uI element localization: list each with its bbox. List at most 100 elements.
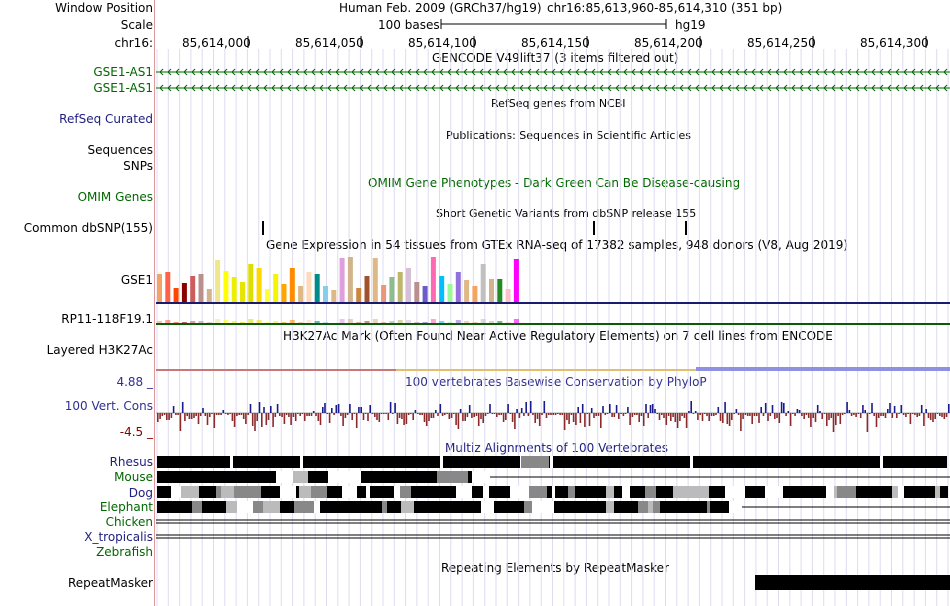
multiz-species-label[interactable]: Mouse [114,470,153,484]
phylop-bar [735,409,738,413]
gtex-bar-small [397,320,403,324]
dbsnp-track-label[interactable]: Common dbSNP(155) [23,221,153,235]
phylop-bar [473,413,475,417]
multiz-mouse-block [396,471,408,483]
multiz-elephant-block [628,501,634,513]
phylop-bar [724,402,726,413]
phylop-bar [785,413,787,416]
phylop-bar [703,413,706,414]
gtex-track-title: Gene Expression in 54 tissues from GTEx … [266,238,849,252]
strand-arrow [655,68,660,76]
phylop-bar [166,413,168,420]
phylop-track-label[interactable]: 100 Vert. Cons [64,399,153,413]
phylop-bar [918,413,921,416]
gencode-item-label[interactable]: GSE1-AS1 [93,81,153,95]
phylop-bar [204,413,207,416]
multiz-species-label[interactable]: Rhesus [109,455,153,469]
gtex-bar [505,289,511,302]
phylop-bar [807,413,810,418]
multiz-species-label[interactable]: X_tropicalis [84,530,153,544]
phylop-bar [240,413,243,415]
strand-arrow [823,68,828,76]
phylop-bar [247,413,249,415]
gtex-bar [281,284,287,302]
gtex-bar [198,274,204,302]
strand-arrow [567,84,572,92]
strand-arrow [855,68,860,76]
multiz-species-label[interactable]: Elephant [99,500,153,514]
strand-arrow [511,84,516,92]
multiz-gap [300,456,303,468]
multiz-mouse-block [361,471,368,483]
strand-arrow [463,84,468,92]
multiz-species-label[interactable]: Dog [128,486,153,500]
multiz-dog-block [317,486,327,498]
multiz-dog-block [916,486,928,498]
gencode-item-label[interactable]: GSE1-AS1 [93,65,153,79]
phylop-bar [464,413,466,421]
multiz-species-label[interactable]: Zebrafish [96,545,153,559]
omim-track-label[interactable]: OMIM Genes [77,190,153,204]
phylop-bar [744,413,747,415]
phylop-bar [581,404,584,413]
strand-arrow [167,84,172,92]
phylop-bar [884,413,887,418]
gtex-gene-label[interactable]: GSE1 [120,273,153,287]
strand-arrow [415,84,420,92]
phylop-bar [256,413,258,421]
strand-arrow [615,84,620,92]
multiz-dog-block [814,486,826,498]
gtex-bar-small [480,319,486,324]
gtex-bar [422,286,428,302]
strand-arrow [847,68,852,76]
phylop-bar [342,413,344,426]
phylop-bar [263,407,265,413]
multiz-mouse-block [235,471,237,483]
strand-arrow [759,68,764,76]
phylop-bar [181,402,184,413]
phylop-bar [764,403,767,413]
phylop-bar [778,413,781,423]
phylop-bar [701,413,704,421]
phylop-bar [414,410,417,413]
phylop-bar [554,413,557,415]
phylop-bar [224,413,227,414]
strand-arrow [183,84,188,92]
phylop-bar [502,413,505,422]
strand-arrow [727,68,732,76]
strand-arrow [887,68,892,76]
phylop-bar [410,413,412,414]
multiz-species-label[interactable]: Chicken [105,515,153,529]
multiz-dog-block [506,486,510,498]
h3k27ac-track-label[interactable]: Layered H3K27Ac [46,343,153,357]
gtex-gene-label[interactable]: RP11-118F19.1 [61,312,153,326]
multiz-mouse-block [167,471,172,483]
phylop-bar [446,413,448,414]
multiz-elephant-block [524,501,532,513]
refseq-track-label[interactable]: RefSeq Curated [59,112,153,126]
phylop-bar [645,404,647,413]
strand-arrow [831,68,836,76]
strand-arrow [391,84,396,92]
strand-arrow [367,68,372,76]
repeatmasker-track-label[interactable]: RepeatMasker [67,576,153,590]
phylop-bar [407,413,410,415]
publications-label-snps[interactable]: SNPs [123,159,153,173]
assembly-text: Human Feb. 2009 (GRCh37/hg19) [339,1,542,15]
strand-arrow [783,84,788,92]
phylop-bar [873,413,875,416]
multiz-elephant-block [506,501,516,513]
phylop-bar [690,401,692,413]
strand-arrow [847,84,852,92]
phylop-bar [435,410,437,413]
multiz-elephant-block [614,501,628,513]
phylop-bar [866,413,869,432]
publications-label-sequences[interactable]: Sequences [87,143,153,157]
phylop-bar [914,413,916,415]
strand-arrow [671,84,676,92]
phylop-bar [455,413,457,425]
strand-arrow [495,68,500,76]
phylop-bar [742,413,744,419]
multiz-dog-block [418,486,439,498]
phylop-bar [496,413,498,417]
